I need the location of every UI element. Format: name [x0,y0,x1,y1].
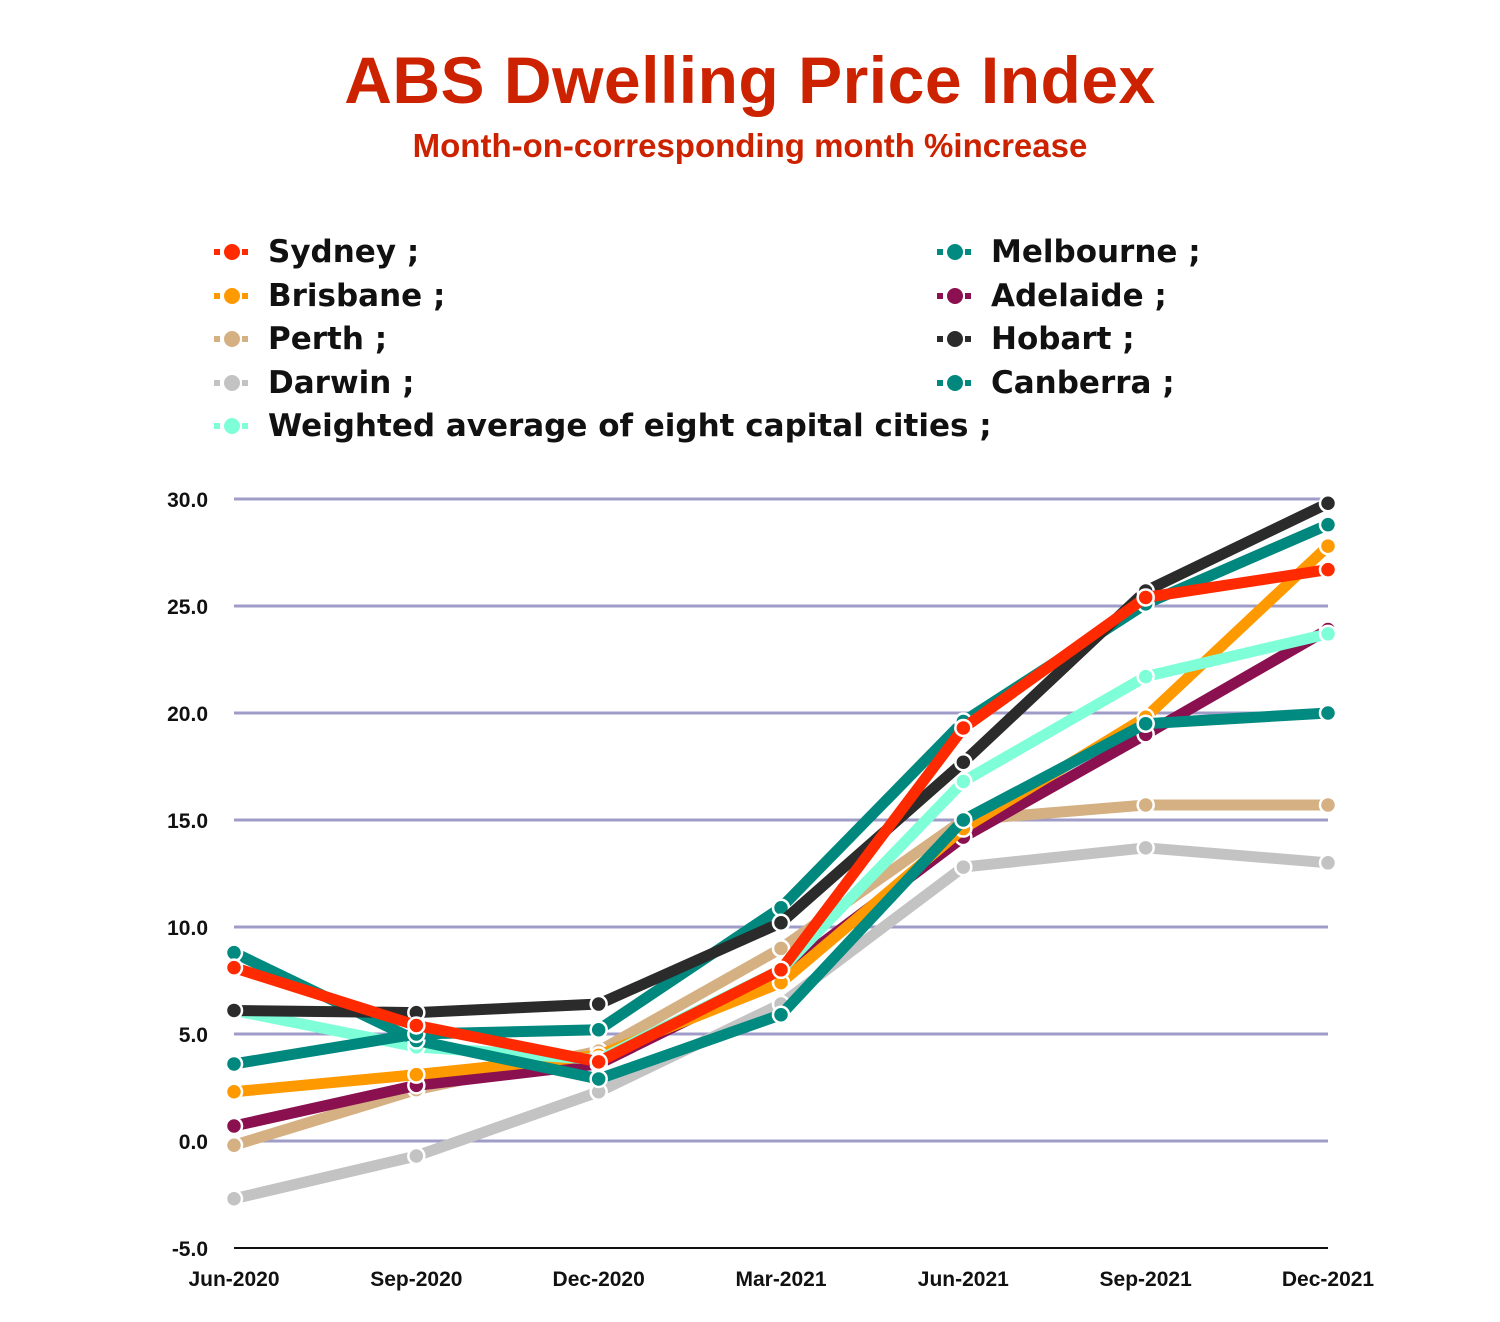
legend-label: Melbourne ; [991,234,1201,270]
point-melbourne [589,1069,608,1089]
legend-marker-icon [937,373,977,393]
point-weighted-average-of-eight-capital-cities [954,772,973,791]
legend-marker-icon [214,242,254,262]
line-hobart [233,498,1331,1019]
x-tick-label: Jun-2020 [188,1268,279,1291]
point-hobart [954,752,973,772]
point-weighted-average-of-eight-capital-cities [1136,667,1155,686]
legend-label: Canberra ; [991,364,1175,401]
legend-item-melbourne: Melbourne ; [937,232,1201,272]
point-weighted-average-of-eight-capital-cities [1318,624,1338,644]
point-canberra [1318,515,1338,534]
legend-marker-icon [214,286,254,306]
x-tick-label: Mar-2021 [735,1268,826,1291]
point-darwin [1136,838,1155,858]
legend-item-hobart: Hobart ; [937,319,1135,359]
x-tick-label: Sep-2021 [1100,1268,1193,1291]
legend-item-canberra: Canberra ; [937,363,1175,403]
series-melbourne [224,703,1338,1089]
point-darwin [224,1189,244,1209]
legend-item-brisbane: Brisbane ; [214,276,445,316]
point-sydney [407,1016,426,1035]
point-canberra [589,1020,608,1039]
legend-marker-icon [214,416,254,436]
legend-label: Sydney ; [268,234,420,270]
point-darwin [407,1146,426,1166]
legend-marker-icon [214,329,254,349]
point-perth [771,939,791,958]
y-tick-label: 20.0 [167,703,208,726]
y-tick-label: 0.0 [179,1131,208,1154]
point-sydney [224,958,244,977]
point-brisbane [224,1082,244,1102]
point-melbourne [771,1005,791,1024]
y-tick-label: 10.0 [167,917,208,940]
legend-label: Perth ; [268,321,388,357]
point-hobart [224,1001,244,1020]
x-axis-ticks: Jun-2020 Sep-2020 Dec-2020 Mar-2021 Jun-2021… [188,1268,1374,1291]
legend-label: Brisbane ; [268,277,446,314]
point-hobart [589,994,608,1014]
point-brisbane [1318,536,1338,556]
point-sydney [771,960,791,980]
point-sydney [589,1052,608,1072]
y-tick-label: 25.0 [167,596,208,619]
legend-marker-icon [214,373,254,393]
point-perth [224,1136,244,1155]
point-melbourne [1136,714,1155,733]
point-darwin [954,857,973,877]
gridlines [234,497,1328,1249]
legend-item-weighted-average-of-eight-capital-cities: Weighted average of eight capital cities… [214,406,992,446]
y-tick-label: -5.0 [172,1238,208,1261]
series-lines [224,494,1338,1209]
point-perth [1318,795,1338,815]
point-sydney [1136,588,1155,607]
y-tick-label: 15.0 [167,810,208,833]
y-axis-ticks: 30.0 25.0 20.0 15.0 10.0 5.0 0.0 -5.0 [167,489,208,1261]
legend-label: Adelaide ; [991,277,1167,314]
point-hobart [1318,494,1338,513]
x-tick-label: Dec-2021 [1282,1268,1375,1291]
point-melbourne [224,943,244,962]
series-darwin [224,838,1338,1209]
point-melbourne [954,810,973,830]
x-tick-label: Jun-2021 [918,1268,1009,1291]
chart-subtitle: Month-on-corresponding month %increase [412,127,1088,164]
legend-marker-icon [937,329,977,349]
point-canberra [224,1054,244,1074]
legend-item-darwin: Darwin ; [214,363,414,403]
legend-marker-icon [937,242,977,262]
x-tick-label: Dec-2020 [553,1268,645,1291]
legend-item-adelaide: Adelaide ; [937,276,1167,316]
y-tick-label: 30.0 [167,489,208,512]
point-sydney [1318,560,1338,579]
chart-title: ABS Dwelling Price Index [344,43,1156,117]
legend-item-perth: Perth ; [214,319,387,359]
point-brisbane [407,1065,426,1084]
point-darwin [1318,853,1338,873]
point-adelaide [224,1116,244,1136]
point-melbourne [1318,703,1338,723]
legend-marker-icon [937,286,977,306]
legend-label: Darwin ; [268,364,415,401]
x-tick-label: Sep-2020 [370,1268,462,1291]
point-hobart [771,913,791,932]
point-perth [1136,795,1155,815]
legend-label: Weighted average of eight capital cities… [268,408,992,444]
y-tick-label: 5.0 [179,1024,208,1047]
point-sydney [954,718,973,738]
legend-label: Hobart ; [991,321,1135,357]
series-sydney [224,560,1338,1072]
legend-item-sydney: Sydney ; [214,232,419,272]
